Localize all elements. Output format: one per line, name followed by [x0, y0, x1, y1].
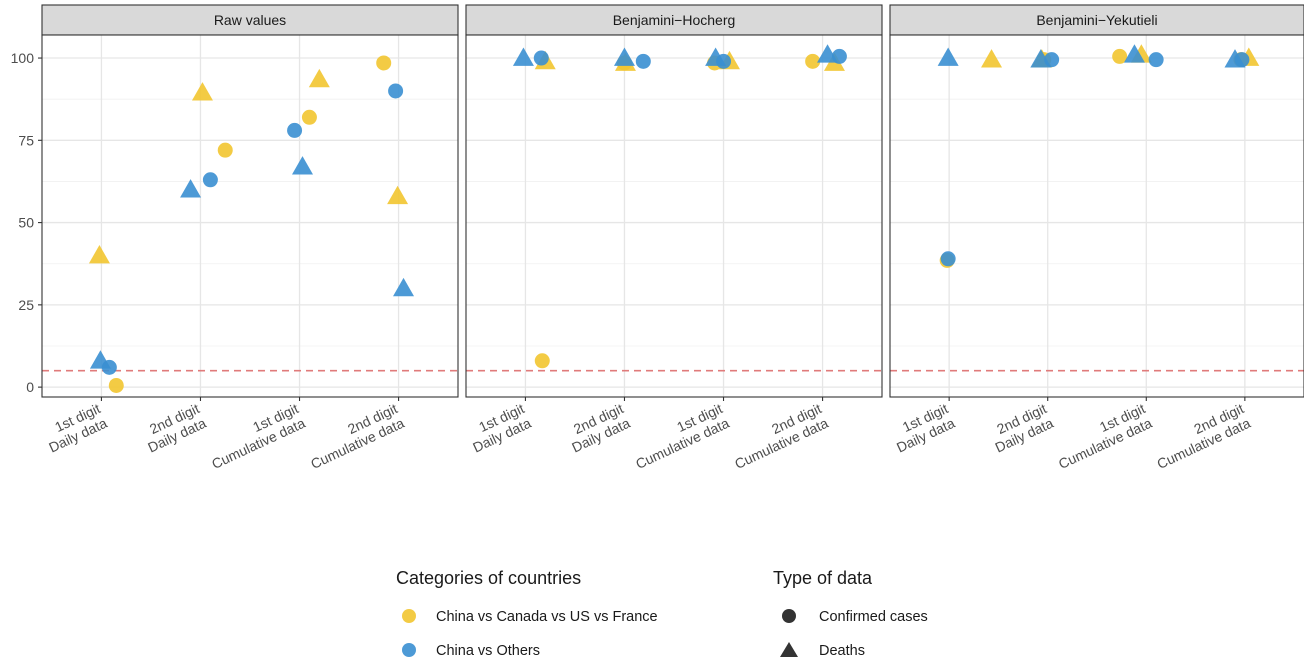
- data-point-china-vs-others-confirmed-cases: [202, 172, 218, 188]
- data-point-china-vs-others-deaths: [705, 47, 727, 66]
- data-point-china-vs-canada-vs-us-vs-france-deaths: [387, 185, 409, 205]
- legend-key-china-vs-canada-vs-us-vs-france: [402, 609, 416, 623]
- facet-panels: Raw values 1st digitDaily data 2nd digitDa…: [11, 4, 1304, 472]
- x-tick-label: 2nd digitDaily data: [139, 400, 209, 455]
- data-point-china-vs-others-confirmed-cases: [940, 251, 956, 267]
- legend-key-china-vs-others: [402, 643, 416, 657]
- data-point-china-vs-others-deaths: [89, 350, 111, 369]
- legend-label: Confirmed cases: [819, 609, 928, 625]
- data-point-china-vs-others-confirmed-cases: [388, 83, 404, 99]
- panel-background: [890, 35, 1304, 397]
- data-point-china-vs-others-deaths: [1224, 49, 1246, 68]
- legend-label: Deaths: [819, 643, 865, 659]
- x-tick-label: 1st digitDaily data: [40, 400, 110, 455]
- data-point-china-vs-others-confirmed-cases: [287, 122, 303, 138]
- panel-border: [889, 34, 1304, 398]
- x-tick-label: 2nd digitCumulative data: [301, 400, 406, 472]
- legend-title-type: Type of data: [773, 568, 873, 588]
- panel-border: [465, 34, 883, 398]
- data-point-china-vs-others-deaths: [817, 44, 839, 63]
- data-point-china-vs-canada-vs-us-vs-france-confirmed-cases: [376, 55, 392, 71]
- facet-strip: [889, 4, 1304, 36]
- data-point-china-vs-canada-vs-us-vs-france-deaths: [191, 82, 213, 101]
- data-point-china-vs-canada-vs-us-vs-france-confirmed-cases: [805, 53, 821, 69]
- data-point-china-vs-others-deaths: [180, 179, 202, 198]
- data-point-china-vs-others-confirmed-cases: [635, 53, 651, 69]
- y-tick-label: 75: [18, 132, 34, 148]
- facet-strip: [41, 4, 459, 36]
- y-tick-label: 50: [18, 215, 34, 231]
- data-point-china-vs-canada-vs-us-vs-france-confirmed-cases: [217, 142, 233, 158]
- y-tick-label: 100: [11, 50, 35, 66]
- facet-title: Benjamini−Hocherg: [613, 12, 736, 28]
- x-tick-label: 1st digitCumulative data: [202, 400, 307, 472]
- x-tick-label: 2nd digitCumulative data: [1148, 400, 1253, 472]
- data-point-china-vs-others-deaths: [613, 47, 635, 66]
- data-point-china-vs-others-deaths: [1123, 44, 1145, 63]
- panel-border: [41, 34, 459, 398]
- y-tick-label: 25: [18, 297, 34, 313]
- facet-title: Raw values: [214, 12, 286, 28]
- data-point-china-vs-others-deaths: [937, 47, 959, 66]
- legend-label: China vs Others: [436, 643, 540, 659]
- x-tick-label: 2nd digitDaily data: [986, 400, 1056, 455]
- legend-key-confirmed-cases: [782, 609, 796, 623]
- data-point-china-vs-others-deaths: [393, 277, 415, 297]
- legend-label: China vs Canada vs US vs France: [436, 609, 658, 625]
- data-point-china-vs-others-deaths: [291, 156, 313, 175]
- x-tick-label: 2nd digitCumulative data: [725, 400, 830, 472]
- legend: Categories of countries China vs Canada v…: [396, 568, 928, 659]
- data-point-china-vs-canada-vs-us-vs-france-confirmed-cases: [108, 377, 124, 393]
- data-point-china-vs-others-confirmed-cases: [533, 50, 549, 66]
- data-point-china-vs-canada-vs-us-vs-france-confirmed-cases: [301, 109, 317, 125]
- legend-key-deaths: [780, 642, 798, 657]
- x-tick-label: 1st digitDaily data: [887, 400, 957, 455]
- facet-panel-benjamini-hocherg: Benjamini−Hocherg 1st digitDaily data 2nd …: [464, 4, 883, 472]
- x-tick-label: 1st digitDaily data: [464, 400, 534, 455]
- data-point-china-vs-canada-vs-us-vs-france-confirmed-cases: [1112, 48, 1128, 64]
- facet-panel-raw-values: Raw values 1st digitDaily data 2nd digitDa…: [11, 4, 459, 472]
- data-point-china-vs-others-deaths: [512, 47, 534, 66]
- data-point-china-vs-canada-vs-us-vs-france-deaths: [308, 68, 330, 88]
- y-tick-label: 0: [26, 379, 34, 395]
- panel-background: [42, 35, 458, 397]
- data-point-china-vs-canada-vs-us-vs-france-confirmed-cases: [534, 353, 550, 369]
- data-point-china-vs-others-deaths: [1030, 49, 1052, 68]
- panel-background: [466, 35, 882, 397]
- data-point-china-vs-canada-vs-us-vs-france-deaths: [981, 49, 1003, 68]
- facet-panel-benjamini-yekutieli: Benjamini−Yekutieli 1st digitDaily data 2n…: [887, 4, 1304, 472]
- legend-title-categories: Categories of countries: [396, 568, 581, 588]
- x-tick-label: 2nd digitDaily data: [563, 400, 633, 455]
- data-point-china-vs-others-confirmed-cases: [1148, 52, 1164, 68]
- facet-title: Benjamini−Yekutieli: [1036, 12, 1157, 28]
- x-tick-label: 1st digitCumulative data: [626, 400, 731, 472]
- data-point-china-vs-canada-vs-us-vs-france-deaths: [88, 244, 110, 264]
- x-tick-label: 1st digitCumulative data: [1049, 400, 1154, 472]
